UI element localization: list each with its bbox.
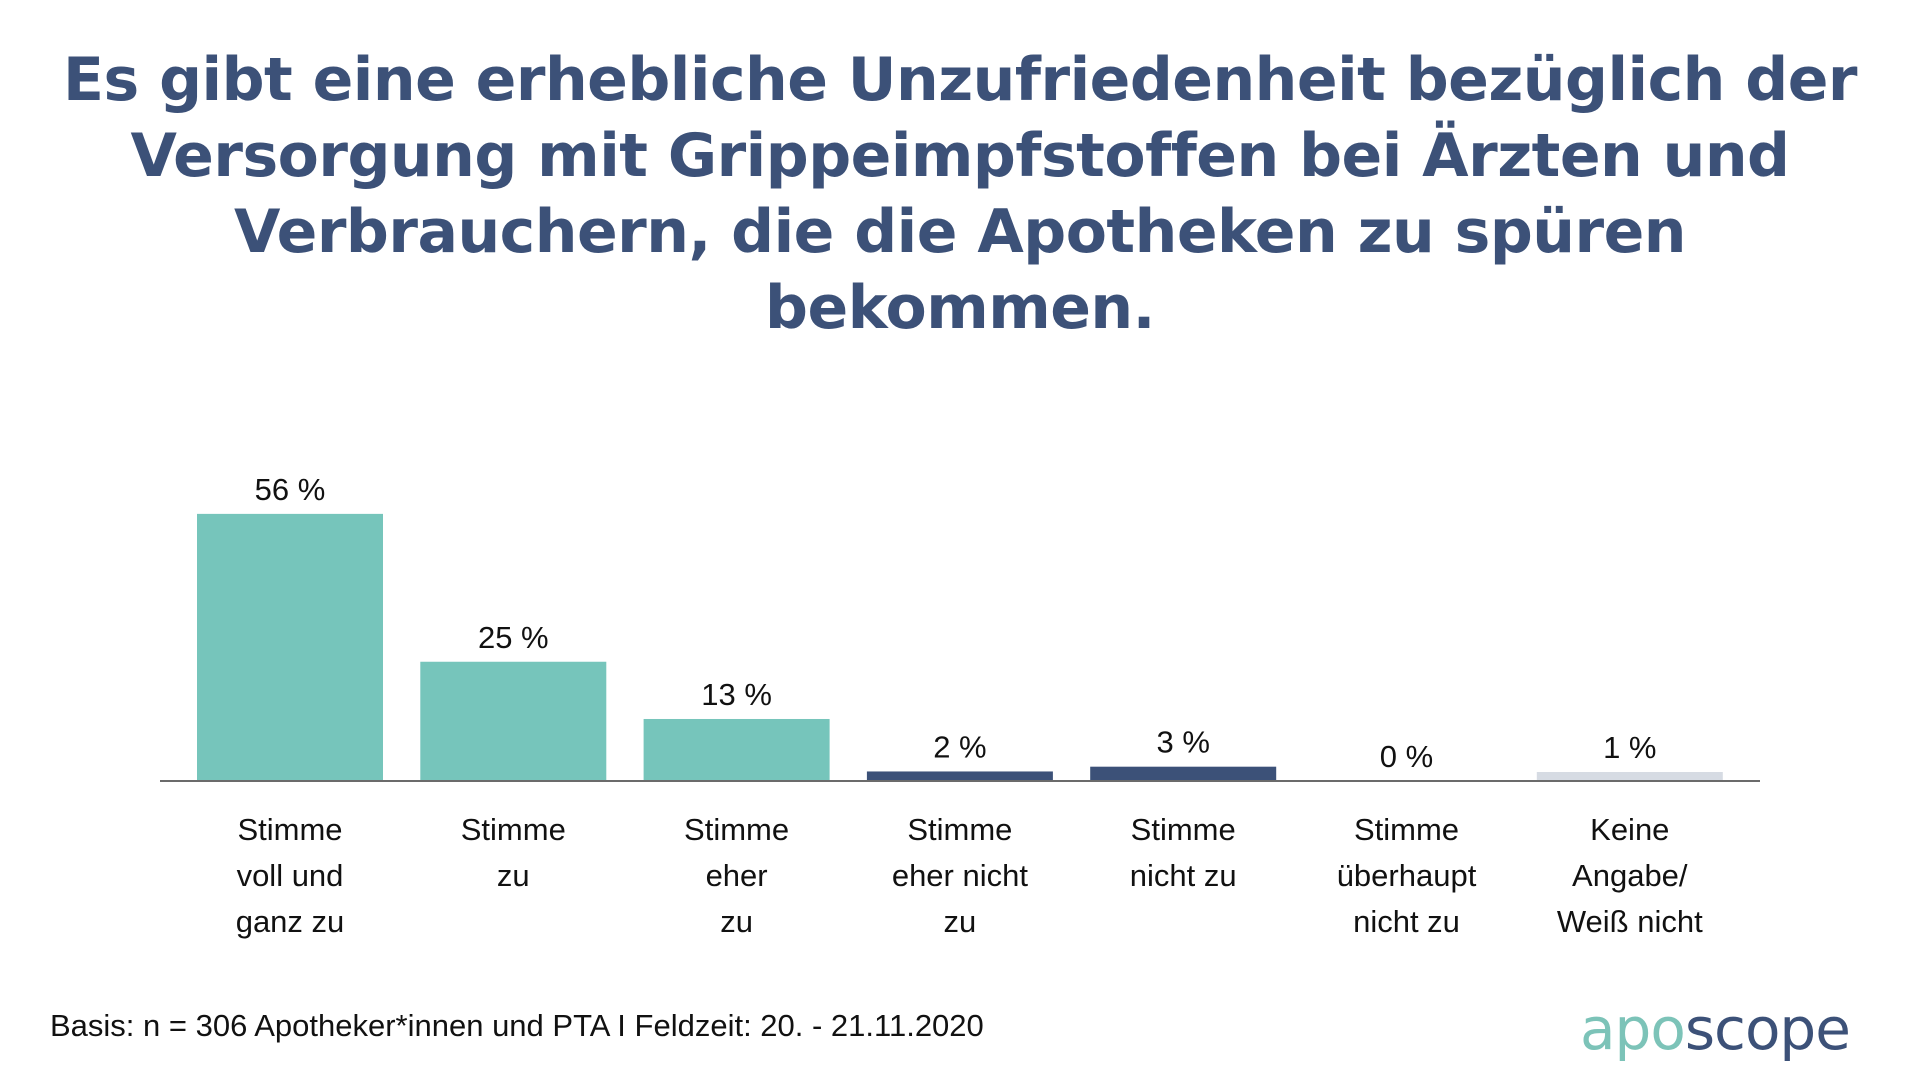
footnote: Basis: n = 306 Apotheker*innen und PTA I… xyxy=(50,1008,984,1043)
category-label-3-line-2: zu xyxy=(944,904,977,939)
logo-part-apo: apo xyxy=(1580,995,1686,1063)
category-label-5-line-2: nicht zu xyxy=(1353,904,1460,939)
category-label-1-line-1: zu xyxy=(497,858,530,893)
data-label-0: 56 % xyxy=(255,472,326,507)
category-label-3-line-1: eher nicht xyxy=(892,858,1029,893)
category-label-1-line-0: Stimme xyxy=(461,812,566,847)
data-label-1: 25 % xyxy=(478,620,549,655)
bar-3 xyxy=(866,771,1053,781)
category-label-2-line-1: eher xyxy=(706,858,768,893)
bar-2 xyxy=(643,718,830,781)
category-label-2-line-2: zu xyxy=(720,904,753,939)
category-label-0-line-2: ganz zu xyxy=(236,904,345,939)
category-label-6-line-1: Angabe/ xyxy=(1572,858,1688,893)
bar-0 xyxy=(197,513,383,781)
category-label-6-line-2: Weiß nicht xyxy=(1557,904,1703,939)
category-label-0-line-1: voll und xyxy=(237,858,344,893)
bar-1 xyxy=(420,661,607,781)
data-label-5: 0 % xyxy=(1380,739,1433,774)
data-label-2: 13 % xyxy=(701,677,772,712)
chart-title: Es gibt eine erhebliche Unzufriedenheit … xyxy=(62,45,1858,343)
category-label-2-line-0: Stimme xyxy=(684,812,789,847)
bar-4 xyxy=(1090,766,1277,781)
data-label-3: 2 % xyxy=(933,729,986,764)
category-label-5-line-0: Stimme xyxy=(1354,812,1459,847)
data-label-4: 3 % xyxy=(1156,725,1209,760)
data-label-6: 1 % xyxy=(1603,730,1656,765)
category-label-4-line-1: nicht zu xyxy=(1130,858,1237,893)
category-label-6-line-0: Keine xyxy=(1590,812,1669,847)
category-label-5-line-1: überhaupt xyxy=(1337,858,1477,893)
logo-part-scope: scope xyxy=(1684,995,1851,1063)
bar-6 xyxy=(1536,772,1723,781)
category-label-0-line-0: Stimme xyxy=(237,812,342,847)
aposcope-logo: aposcope xyxy=(1580,995,1851,1063)
category-label-4-line-0: Stimme xyxy=(1131,812,1236,847)
category-label-3-line-0: Stimme xyxy=(907,812,1012,847)
